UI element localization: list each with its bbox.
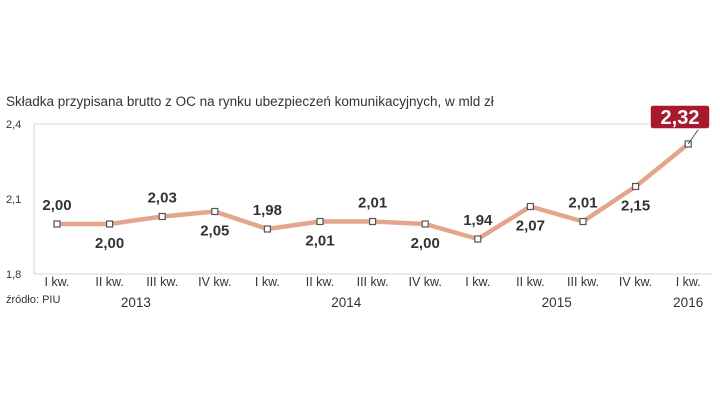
year-label: 2016: [673, 295, 703, 310]
data-point: [211, 207, 219, 216]
year-label: 2014: [331, 295, 362, 310]
data-label: 2,01: [305, 233, 334, 250]
data-label: 2,05: [200, 223, 229, 240]
data-label: 2,01: [568, 195, 597, 212]
x-tick-label: I kw.: [255, 275, 280, 289]
data-point: [263, 225, 271, 233]
x-tick-label: III kw.: [567, 275, 599, 289]
data-point: [105, 220, 114, 228]
data-point: [579, 217, 587, 226]
x-tick-label: I kw.: [465, 275, 490, 289]
data-label: 1,94: [463, 212, 493, 229]
data-label: 1,98: [253, 202, 282, 219]
data-point: [369, 217, 377, 226]
chart-title: Składka przypisana brutto z OC na rynku …: [6, 94, 494, 109]
data-label: 2,00: [95, 235, 124, 252]
y-tick-label: 1,8: [6, 269, 21, 281]
data-point: [631, 182, 640, 191]
x-tick-label: I kw.: [676, 275, 701, 289]
plot-frame: [33, 123, 712, 274]
x-tick-label: II kw.: [516, 275, 544, 289]
x-tick-label: IV kw.: [409, 275, 442, 289]
year-label: 2013: [121, 295, 151, 310]
data-label: 2,07: [516, 218, 545, 235]
data-label-highlight: 2,32: [661, 107, 700, 129]
data-point: [53, 220, 61, 228]
data-label: 2,03: [148, 190, 177, 207]
x-tick-label: III kw.: [146, 275, 178, 289]
data-label: 2,15: [621, 198, 650, 215]
data-label: 2,00: [411, 235, 440, 252]
x-tick-label: I kw.: [44, 275, 69, 289]
data-label: 2,01: [358, 195, 387, 212]
data-point: [316, 217, 324, 226]
data-point: [526, 202, 535, 211]
x-tick-label: II kw.: [306, 275, 334, 289]
x-tick-label: II kw.: [95, 275, 123, 289]
x-tick-label: IV kw.: [198, 275, 231, 289]
data-point: [474, 235, 482, 243]
data-point: [158, 212, 166, 221]
y-tick-label: 2,4: [6, 119, 21, 131]
data-point: [421, 220, 429, 228]
x-tick-label: IV kw.: [619, 275, 652, 289]
y-tick-label: 2,1: [6, 194, 21, 206]
callout-box: [649, 104, 711, 130]
data-label: 2,00: [42, 197, 71, 214]
callout-leader: [687, 126, 701, 145]
x-tick-label: III kw.: [357, 275, 389, 289]
year-label: 2015: [542, 295, 572, 310]
source-note: źródło: PIU: [6, 294, 61, 306]
